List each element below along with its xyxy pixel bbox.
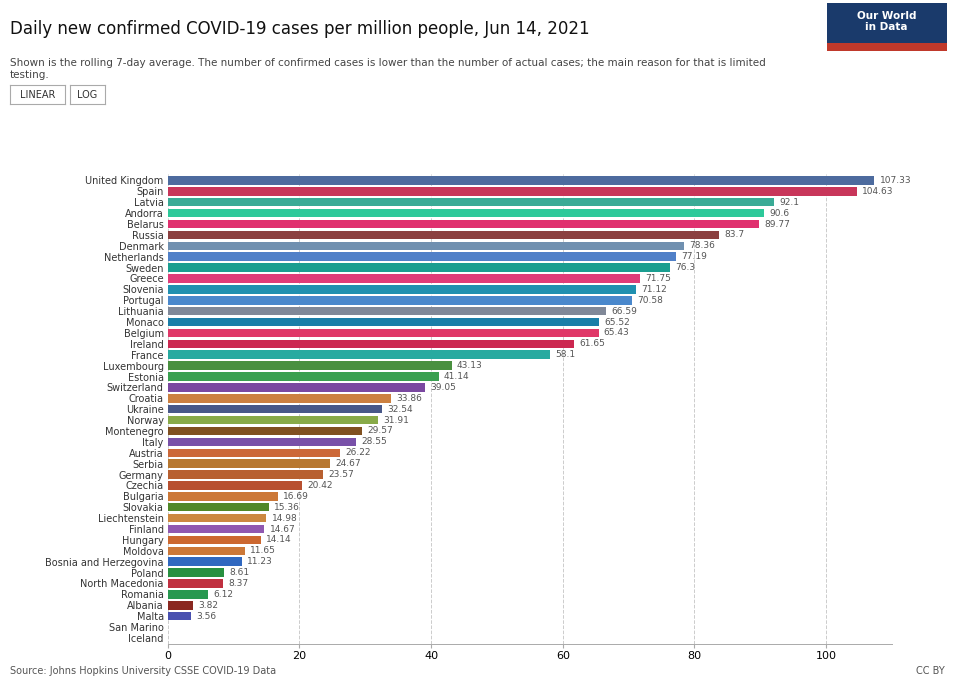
Bar: [168, 471, 323, 479]
Text: 14.14: 14.14: [267, 535, 292, 544]
Text: Source: Johns Hopkins University CSSE COVID-19 Data: Source: Johns Hopkins University CSSE CO…: [10, 666, 276, 676]
Bar: [168, 612, 191, 621]
Bar: [168, 187, 856, 196]
Bar: [168, 427, 363, 435]
Text: 32.54: 32.54: [387, 404, 413, 414]
Text: 29.57: 29.57: [367, 426, 393, 436]
Text: 3.56: 3.56: [197, 612, 217, 621]
Bar: [168, 601, 193, 610]
Text: 8.61: 8.61: [230, 568, 250, 577]
Text: 3.82: 3.82: [199, 601, 219, 610]
Bar: [168, 590, 208, 599]
Bar: [168, 351, 550, 359]
Bar: [168, 438, 356, 446]
Text: 76.3: 76.3: [675, 263, 695, 272]
Bar: [168, 220, 759, 228]
Bar: [168, 209, 764, 218]
Bar: [168, 546, 245, 555]
Bar: [168, 503, 269, 512]
Bar: [168, 492, 278, 501]
Text: LINEAR: LINEAR: [20, 90, 55, 100]
Bar: [168, 557, 242, 566]
Text: 8.37: 8.37: [228, 579, 248, 588]
Text: 14.67: 14.67: [269, 524, 295, 533]
Text: 71.75: 71.75: [645, 274, 671, 283]
Bar: [168, 449, 340, 457]
Text: 65.43: 65.43: [604, 329, 629, 338]
Bar: [168, 524, 265, 533]
Text: 11.65: 11.65: [249, 546, 275, 555]
Bar: [168, 318, 599, 326]
Text: 66.59: 66.59: [612, 307, 638, 316]
Text: 90.6: 90.6: [769, 209, 789, 218]
Text: 77.19: 77.19: [681, 252, 707, 261]
Text: 83.7: 83.7: [724, 231, 744, 239]
Text: 71.12: 71.12: [642, 285, 667, 294]
Bar: [168, 514, 267, 522]
Text: 41.14: 41.14: [444, 372, 470, 381]
Bar: [168, 274, 640, 283]
Bar: [168, 231, 718, 239]
Bar: [168, 361, 452, 370]
Text: Shown is the rolling 7-day average. The number of confirmed cases is lower than : Shown is the rolling 7-day average. The …: [10, 58, 765, 80]
Bar: [168, 285, 636, 294]
Text: 58.1: 58.1: [555, 351, 575, 359]
Bar: [168, 176, 875, 185]
Bar: [168, 416, 378, 424]
Bar: [168, 394, 390, 402]
Text: LOG: LOG: [77, 90, 98, 100]
Text: 11.23: 11.23: [247, 557, 272, 566]
Bar: [168, 568, 224, 577]
Text: 78.36: 78.36: [689, 241, 714, 250]
Text: 89.77: 89.77: [764, 220, 790, 228]
Text: 15.36: 15.36: [274, 503, 300, 512]
Bar: [168, 535, 261, 544]
Bar: [168, 481, 302, 490]
Text: 14.98: 14.98: [271, 514, 297, 522]
Bar: [168, 405, 382, 413]
Text: 31.91: 31.91: [384, 415, 409, 425]
Text: 107.33: 107.33: [879, 176, 911, 185]
Text: Daily new confirmed COVID-19 cases per million people, Jun 14, 2021: Daily new confirmed COVID-19 cases per m…: [10, 20, 589, 38]
Bar: [168, 340, 573, 348]
Bar: [168, 241, 684, 250]
Bar: [168, 372, 438, 381]
Bar: [168, 307, 606, 315]
Text: 92.1: 92.1: [780, 198, 799, 207]
Text: 33.86: 33.86: [396, 394, 422, 403]
Text: 39.05: 39.05: [431, 383, 456, 392]
Bar: [168, 198, 774, 207]
Text: 61.65: 61.65: [579, 340, 605, 349]
Bar: [168, 329, 598, 337]
Bar: [827, 42, 947, 51]
Text: 70.58: 70.58: [638, 296, 664, 305]
Bar: [168, 263, 670, 272]
Bar: [168, 383, 425, 391]
Text: 24.67: 24.67: [336, 459, 362, 468]
Text: CC BY: CC BY: [916, 666, 945, 676]
Text: 28.55: 28.55: [361, 437, 386, 447]
Bar: [168, 252, 676, 261]
Text: 65.52: 65.52: [604, 318, 630, 327]
Text: 23.57: 23.57: [328, 470, 354, 479]
Text: 104.63: 104.63: [862, 187, 893, 196]
Bar: [168, 296, 632, 305]
Text: 26.22: 26.22: [345, 448, 371, 457]
Text: 20.42: 20.42: [308, 481, 333, 490]
Bar: [168, 579, 222, 588]
Bar: [168, 460, 330, 468]
Text: 43.13: 43.13: [457, 361, 482, 370]
Text: Our World
in Data: Our World in Data: [856, 11, 917, 32]
Text: 16.69: 16.69: [283, 492, 309, 501]
Text: 6.12: 6.12: [213, 590, 233, 599]
